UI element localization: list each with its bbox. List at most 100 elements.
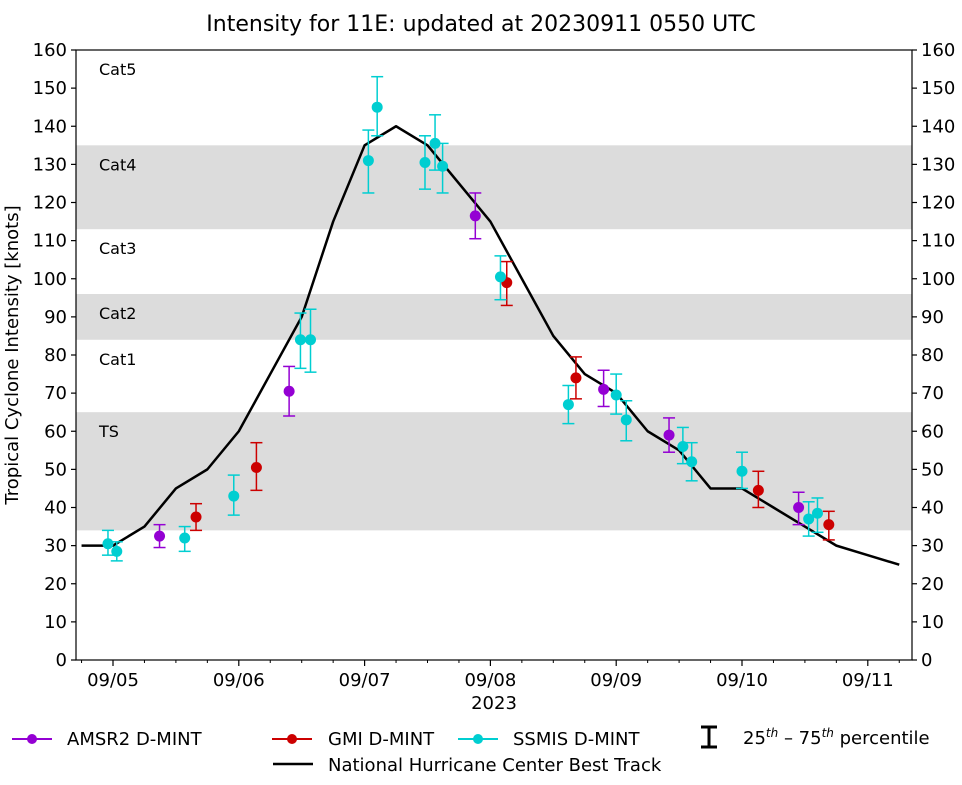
x-tick-label: 09/06 — [213, 670, 265, 691]
legend-ssmis-marker — [473, 734, 483, 744]
data-point-gmi — [250, 461, 262, 473]
data-point-ssmis — [562, 399, 574, 411]
y-tick-label-right: 20 — [921, 574, 944, 595]
y-tick-label-left: 110 — [33, 231, 67, 252]
data-point-amsr2 — [598, 383, 610, 395]
y-tick-label-right: 120 — [921, 193, 955, 214]
legend-entry-percentile: 25th – 75th percentile — [701, 725, 930, 749]
data-point-ssmis — [736, 465, 748, 477]
data-point-gmi — [752, 484, 764, 496]
x-tick-label: 09/07 — [339, 670, 391, 691]
data-point-gmi — [570, 372, 582, 384]
y-tick-label-right: 50 — [921, 459, 944, 480]
y-axis-label: Tropical Cyclone Intensity [knots] — [2, 205, 23, 505]
legend: AMSR2 D-MINT GMI D-MINT SSMIS D-MINT 25t… — [12, 725, 930, 776]
data-point-ssmis — [494, 271, 506, 283]
legend-amsr2-marker — [27, 734, 37, 744]
data-point-ssmis — [371, 101, 383, 113]
y-tick-label-right: 100 — [921, 269, 955, 290]
y-tick-label-left: 30 — [44, 536, 67, 557]
y-tick-label-right: 10 — [921, 612, 944, 633]
data-point-ssmis — [179, 532, 191, 544]
data-point-amsr2 — [469, 210, 481, 222]
errorbar-icon — [701, 725, 717, 749]
data-point-amsr2 — [154, 530, 166, 542]
data-point-amsr2 — [793, 502, 805, 513]
series-amsr2 — [153, 192, 805, 549]
y-tick-label-right: 0 — [921, 650, 932, 671]
y-tick-label-right: 70 — [921, 383, 944, 404]
data-point-ssmis — [294, 334, 306, 346]
data-point-ssmis — [362, 155, 374, 167]
data-point-gmi — [190, 511, 202, 523]
data-point-amsr2 — [283, 385, 295, 397]
y-tick-label-left: 90 — [44, 307, 67, 328]
data-point-ssmis — [228, 490, 240, 502]
y-tick-label-right: 140 — [921, 116, 955, 137]
legend-ssmis-label: SSMIS D-MINT — [513, 729, 640, 750]
data-point-amsr2 — [663, 429, 675, 441]
data-point-ssmis — [811, 507, 823, 519]
y-tick-label-left: 40 — [44, 498, 67, 519]
chart-title: Intensity for 11E: updated at 20230911 0… — [206, 12, 755, 37]
x-tick-label: 09/10 — [716, 670, 768, 691]
band-label-cat3: Cat3 — [99, 239, 136, 258]
y-tick-label-right: 160 — [921, 40, 955, 61]
y-tick-label-left: 50 — [44, 459, 67, 480]
y-tick-label-left: 130 — [33, 154, 67, 175]
data-point-ssmis — [102, 538, 114, 550]
y-tick-label-right: 150 — [921, 78, 955, 99]
best-track-layer — [81, 125, 900, 566]
y-tick-label-left: 120 — [33, 193, 67, 214]
data-point-ssmis — [677, 441, 689, 452]
x-axis: 09/05 09/06 09/07 09/08 09/09 09/10 09/11 — [81, 660, 900, 691]
y-tick-label-right: 30 — [921, 536, 944, 557]
y-tick-label-left: 140 — [33, 116, 67, 137]
y-tick-label-right: 130 — [921, 154, 955, 175]
legend-amsr2-label: AMSR2 D-MINT — [67, 729, 203, 750]
y-tick-label-right: 90 — [921, 307, 944, 328]
y-tick-label-right: 110 — [921, 231, 955, 252]
x-tick-label: 09/08 — [464, 670, 516, 691]
data-point-ssmis — [620, 414, 632, 426]
y-tick-label-left: 80 — [44, 345, 67, 366]
band-label-cat1: Cat1 — [99, 350, 136, 369]
series-ssmis — [101, 75, 824, 562]
y-axis-right: 0 10 20 30 40 50 60 70 80 90 100 110 120 130 140 150 160 — [912, 40, 955, 671]
band-label-cat2: Cat2 — [99, 304, 136, 323]
legend-percentile-label: 25th – 75th percentile — [743, 726, 930, 749]
x-axis-label: 2023 — [471, 693, 517, 714]
y-tick-label-left: 100 — [33, 269, 67, 290]
x-tick-label: 09/11 — [842, 670, 894, 691]
x-tick-label: 09/09 — [590, 670, 642, 691]
y-tick-label-left: 0 — [56, 650, 67, 671]
legend-entry-gmi: GMI D-MINT — [272, 729, 435, 750]
y-tick-label-left: 60 — [44, 421, 67, 442]
data-point-ssmis — [419, 156, 431, 168]
band-label-cat4: Cat4 — [99, 155, 136, 174]
data-point-ssmis — [305, 334, 317, 346]
y-tick-label-right: 80 — [921, 345, 944, 366]
y-axis-left: 0 10 20 30 40 50 60 70 80 90 100 110 120 130 140 150 160 — [33, 40, 76, 671]
data-point-ssmis — [111, 545, 123, 557]
legend-gmi-marker — [287, 734, 297, 744]
band-cat4 — [76, 145, 912, 230]
category-bands — [76, 145, 912, 531]
data-point-ssmis — [610, 389, 622, 401]
legend-best-track-label: National Hurricane Center Best Track — [328, 755, 662, 776]
series-gmi — [190, 260, 835, 541]
data-point-ssmis — [803, 513, 815, 525]
legend-entry-best-track: National Hurricane Center Best Track — [273, 755, 662, 776]
data-point-ssmis — [686, 456, 698, 468]
data-point-gmi — [823, 519, 835, 531]
y-tick-label-left: 20 — [44, 574, 67, 595]
band-label-ts: TS — [98, 422, 119, 441]
data-point-ssmis — [429, 137, 441, 149]
category-band-labels: TS Cat1 Cat2 Cat3 Cat4 Cat5 — [98, 60, 136, 441]
y-tick-label-right: 40 — [921, 498, 944, 519]
data-points-layer — [101, 75, 835, 562]
y-tick-label-left: 70 — [44, 383, 67, 404]
y-tick-label-left: 150 — [33, 78, 67, 99]
band-cat2 — [76, 294, 912, 340]
legend-entry-ssmis: SSMIS D-MINT — [458, 729, 640, 750]
